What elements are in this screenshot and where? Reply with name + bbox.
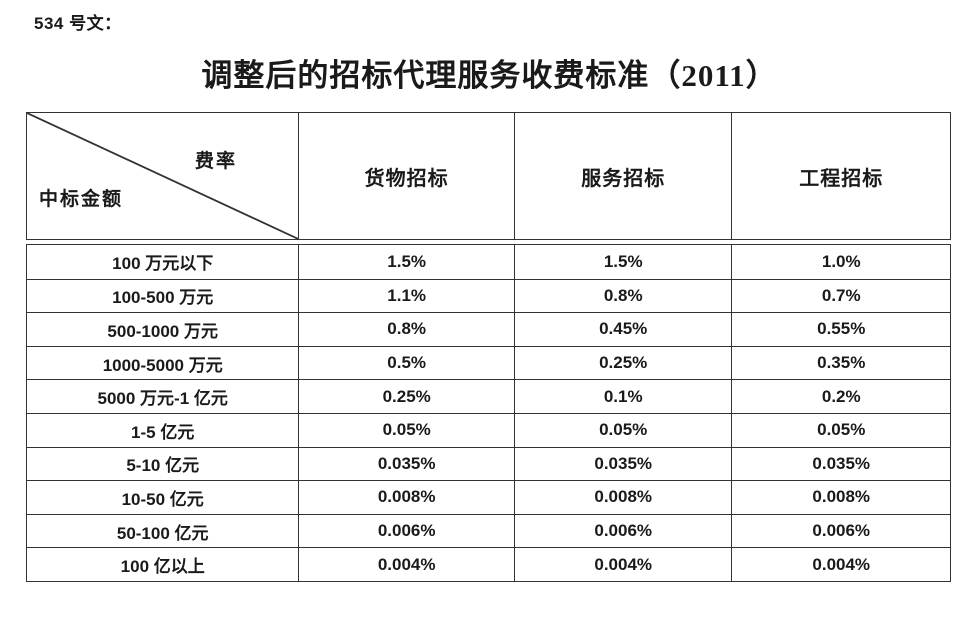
rate-cell: 0.035%: [731, 447, 950, 481]
table-row: 100-500 万元 1.1% 0.8% 0.7%: [27, 278, 950, 313]
rate-cell: 0.2%: [731, 380, 950, 413]
corner-label-amount: 中标金额: [39, 189, 124, 210]
column-header-goods: 货物招标: [298, 113, 514, 239]
row-label: 1-5 亿元: [131, 422, 195, 442]
rate-cell: 0.035%: [513, 447, 732, 481]
table-row: 50-100 亿元 0.006% 0.006% 0.006%: [27, 513, 950, 548]
rate-cell: 0.006%: [513, 514, 732, 548]
row-label: 5000 万元-1 亿元: [97, 389, 228, 409]
row-label: 100-500 万元: [112, 288, 214, 308]
rate-cell: 0.008%: [731, 481, 950, 514]
rate-cell: 0.55%: [731, 313, 950, 346]
rate-cell: 1.0%: [731, 245, 950, 279]
rate-cell: 0.8%: [513, 279, 732, 313]
rate-cell: 0.35%: [731, 346, 950, 380]
diagonal-corner-cell: 费率 中标金额: [27, 113, 299, 239]
table-row: 1-5 亿元 0.05% 0.05% 0.05%: [27, 412, 950, 447]
rate-cell: 1.5%: [298, 245, 514, 279]
row-label: 50-100 亿元: [116, 523, 209, 543]
row-label: 5-10 亿元: [126, 456, 200, 476]
rate-cell: 0.8%: [298, 313, 514, 346]
table-row: 100 亿以上 0.004% 0.004% 0.004%: [27, 547, 950, 581]
corner-label-rate: 费率: [195, 151, 238, 172]
rate-cell: 0.004%: [731, 548, 950, 581]
rate-cell: 0.004%: [298, 548, 514, 581]
rate-cell: 0.05%: [731, 413, 950, 447]
row-label: 100 亿以上: [120, 557, 205, 577]
rate-cell: 0.004%: [513, 548, 732, 581]
rate-cell: 0.05%: [513, 413, 732, 447]
rate-cell: 0.25%: [298, 380, 514, 413]
page-title: 调整后的招标代理服务收费标准（2011）: [201, 58, 778, 93]
row-label: 100 万元以下: [112, 254, 214, 274]
rate-cell: 0.45%: [513, 313, 732, 346]
table-row: 100 万元以下 1.5% 1.5% 1.0%: [27, 245, 950, 279]
rate-cell: 0.006%: [298, 514, 514, 548]
column-header-engineering: 工程招标: [731, 113, 950, 239]
table-row: 1000-5000 万元 0.5% 0.25% 0.35%: [27, 345, 950, 380]
table-body: 100 万元以下 1.5% 1.5% 1.0% 100-500 万元 1.1% …: [26, 244, 951, 582]
rate-cell: 0.008%: [513, 481, 732, 514]
column-header-service: 服务招标: [513, 113, 732, 239]
table-row: 5-10 亿元 0.035% 0.035% 0.035%: [27, 446, 950, 481]
rate-cell: 0.1%: [513, 380, 732, 413]
table-row: 5000 万元-1 亿元 0.25% 0.1% 0.2%: [27, 379, 950, 413]
row-label: 1000-5000 万元: [102, 355, 223, 375]
rate-cell: 1.1%: [298, 279, 514, 313]
rate-cell: 0.7%: [731, 279, 950, 313]
rate-cell: 0.5%: [298, 346, 514, 380]
document-reference: 534 号文：: [34, 14, 122, 33]
rate-cell: 1.5%: [513, 245, 732, 279]
rate-cell: 0.008%: [298, 481, 514, 514]
fee-rate-table: 费率 中标金额 货物招标 服务招标 工程招标 100 万元以下 1.5% 1.5…: [26, 112, 951, 582]
rate-cell: 0.035%: [298, 447, 514, 481]
rate-cell: 0.05%: [298, 413, 514, 447]
rate-cell: 0.006%: [731, 514, 950, 548]
rate-cell: 0.25%: [513, 346, 732, 380]
table-row: 10-50 亿元 0.008% 0.008% 0.008%: [27, 480, 950, 514]
table-row: 500-1000 万元 0.8% 0.45% 0.55%: [27, 312, 950, 346]
diagonal-divider-line: [27, 113, 299, 239]
row-label: 500-1000 万元: [107, 321, 218, 341]
row-label: 10-50 亿元: [121, 489, 204, 509]
table-header-row: 费率 中标金额 货物招标 服务招标 工程招标: [26, 112, 951, 240]
